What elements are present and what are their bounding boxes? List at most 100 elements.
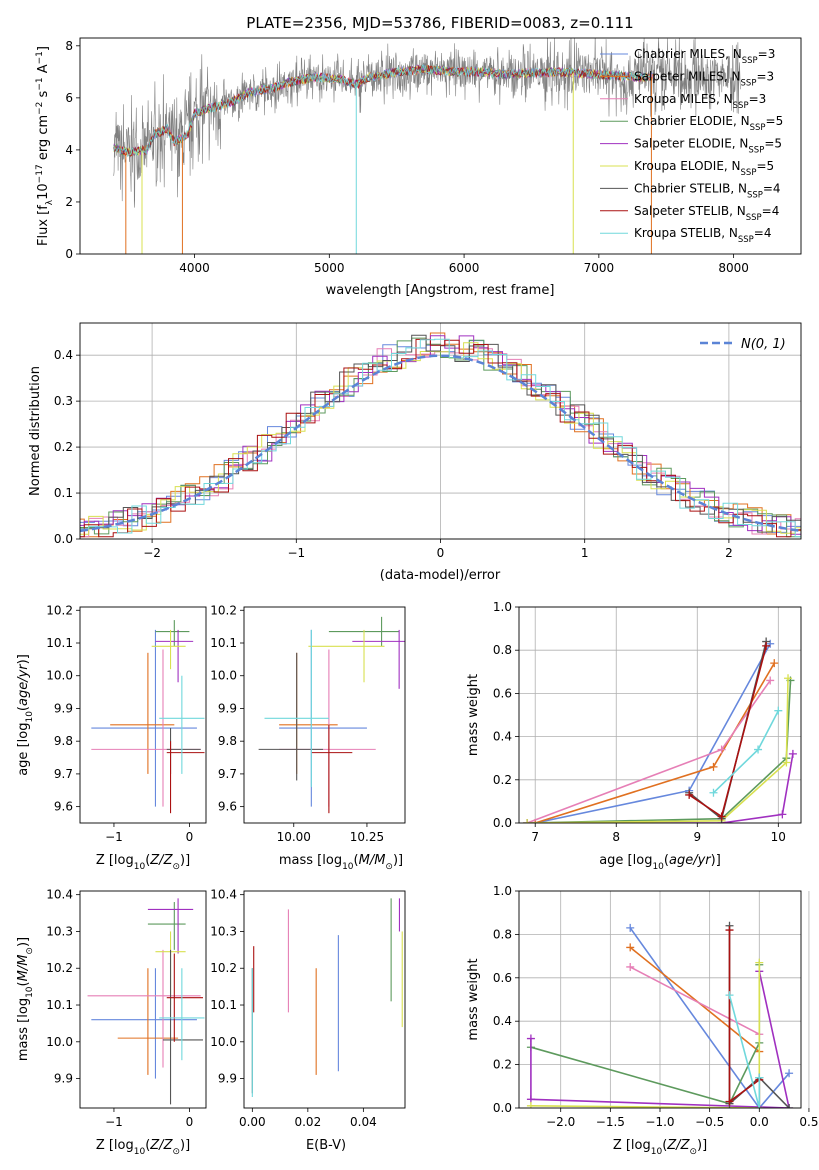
y-axis-label: mass [log10(M/M⊙)]	[16, 937, 35, 1061]
x-axis-label: Z [log10(Z/Z⊙)]	[96, 1138, 190, 1157]
y-tick-label: 10.2	[210, 961, 237, 975]
x-tick-label: 8	[612, 830, 620, 844]
y-tick-label: 10.1	[46, 636, 73, 650]
y-tick-label: 6	[65, 91, 73, 105]
x-tick-label: 0	[186, 1115, 194, 1129]
x-tick-label: 0.5	[799, 1115, 818, 1129]
label-part: (	[145, 1138, 150, 1153]
data-spectrum	[113, 38, 741, 208]
x-tick-label: 0.04	[350, 1115, 377, 1129]
legend-tail: =5	[766, 114, 784, 128]
plot-area	[526, 921, 794, 1108]
label-part: Z [log	[613, 1138, 651, 1153]
legend-tail: =3	[756, 69, 774, 83]
label-part: ⊙	[172, 862, 180, 872]
x-tick-label: 7	[531, 830, 539, 844]
y-tick-label: 9.6	[54, 800, 73, 814]
x-axis-label: age [log10(age/yr)]	[599, 853, 721, 872]
weight-marker	[526, 1034, 535, 1043]
y-tick-label: 8	[65, 39, 73, 53]
legend-tail: =5	[756, 159, 774, 173]
legend-label: Kroupa MILES, NSSP=3	[634, 92, 766, 111]
label-part: Flux [f	[36, 205, 51, 246]
weight-marker	[782, 758, 791, 767]
legend-tail: =4	[754, 226, 772, 240]
weight-marker	[709, 788, 718, 797]
x-tick-label: −0.5	[695, 1115, 724, 1129]
y-axis-label: mass weight	[466, 674, 481, 756]
panel-spectrum: 4000 5000 6000 7000 8000 0 2 4 6 8 wavelength [Ang…	[35, 37, 802, 298]
weight-marker	[778, 810, 787, 819]
y-tick-label: 0.0	[493, 1101, 512, 1115]
y-tick-label: 2	[65, 195, 73, 209]
legend-text: Chabrier STELIB, N	[634, 181, 747, 195]
weight-line	[527, 753, 794, 823]
weight-marker	[725, 1097, 734, 1106]
label-part: Z/Z	[149, 853, 173, 868]
panel-age-mass: 10.00 10.25 9.6 9.7 9.8 9.9 10.0 10.1 10.2 mass […	[210, 603, 406, 872]
y-axis-label: mass weight	[466, 958, 481, 1040]
legend-text: Salpeter MILES, N	[634, 69, 741, 83]
y-tick-label: 0.2	[493, 773, 512, 787]
histogram-step	[80, 337, 801, 538]
y-tick-label: 10.4	[46, 888, 73, 902]
weight-marker	[774, 706, 783, 715]
legend-label: Salpeter MILES, NSSP=3	[634, 69, 774, 88]
y-tick-label: 10.1	[210, 636, 237, 650]
y-tick-label: 10.0	[46, 669, 73, 683]
legend-sub: SSP	[750, 123, 766, 133]
weight-marker	[725, 991, 734, 1000]
plot-area	[113, 38, 741, 254]
legend-label: Chabrier MILES, NSSP=3	[634, 47, 775, 66]
x-axis-label: E(B-V)	[306, 1138, 346, 1153]
x-tick-label: 5000	[314, 261, 345, 275]
plot-area	[258, 616, 405, 814]
x-tick-label: −2	[143, 546, 161, 560]
x-tick-label: 1	[581, 546, 589, 560]
plot-area	[87, 898, 205, 1105]
histogram-step	[80, 338, 801, 538]
weight-line	[629, 946, 760, 1053]
label-part: ⊙	[25, 947, 35, 955]
y-tick-label: 10.3	[210, 924, 237, 938]
label-part: Z [log	[96, 1138, 134, 1153]
label-part: ⊙	[689, 1147, 697, 1157]
label-part: )]	[180, 853, 190, 868]
axes-frame	[518, 890, 802, 1109]
label-part: (	[664, 853, 669, 868]
legend-text: Kroupa STELIB, N	[634, 226, 738, 240]
weight-marker	[526, 1101, 535, 1108]
x-tick-label: 10.00	[277, 830, 311, 844]
axes-frame	[79, 322, 802, 540]
y-tick-label: 0.4	[493, 1014, 512, 1028]
panel-mass-EBV: 0.00 0.02 0.04 9.9 10.0 10.1 10.2 10.3 10.4 E(B-V…	[210, 888, 406, 1153]
legend-label: Chabrier STELIB, NSSP=4	[634, 181, 781, 200]
label-part: A	[36, 64, 51, 77]
weight-line	[527, 678, 789, 823]
label-part: ]	[36, 46, 51, 51]
y-tick-label: 10.4	[210, 888, 237, 902]
axes-frame	[243, 606, 406, 824]
y-tick-label: 9.9	[218, 1072, 237, 1086]
weight-marker	[785, 1104, 794, 1108]
plot-area	[251, 898, 403, 1097]
weight-marker	[717, 745, 726, 754]
legend-sub: SSP	[747, 190, 763, 200]
legend-label: N(0, 1)	[741, 337, 786, 352]
legend-tail: =4	[762, 204, 780, 218]
y-tick-label: 10.0	[46, 1035, 73, 1049]
histogram-step	[80, 334, 801, 538]
y-tick-label: 9.9	[54, 701, 73, 715]
label-part: age/yr	[16, 663, 31, 706]
plot-area	[523, 637, 797, 823]
normal-curve	[80, 354, 801, 533]
y-tick-label: 10.2	[210, 603, 237, 617]
axes-frame	[79, 37, 802, 255]
x-axis-label: (data-model)/error	[380, 568, 501, 583]
legend-sub: SSP	[742, 56, 758, 66]
x-tick-label: −2.0	[546, 1115, 575, 1129]
y-tick-label: 10.1	[210, 998, 237, 1012]
label-part: 10	[25, 986, 35, 998]
label-part: erg cm	[36, 115, 51, 164]
